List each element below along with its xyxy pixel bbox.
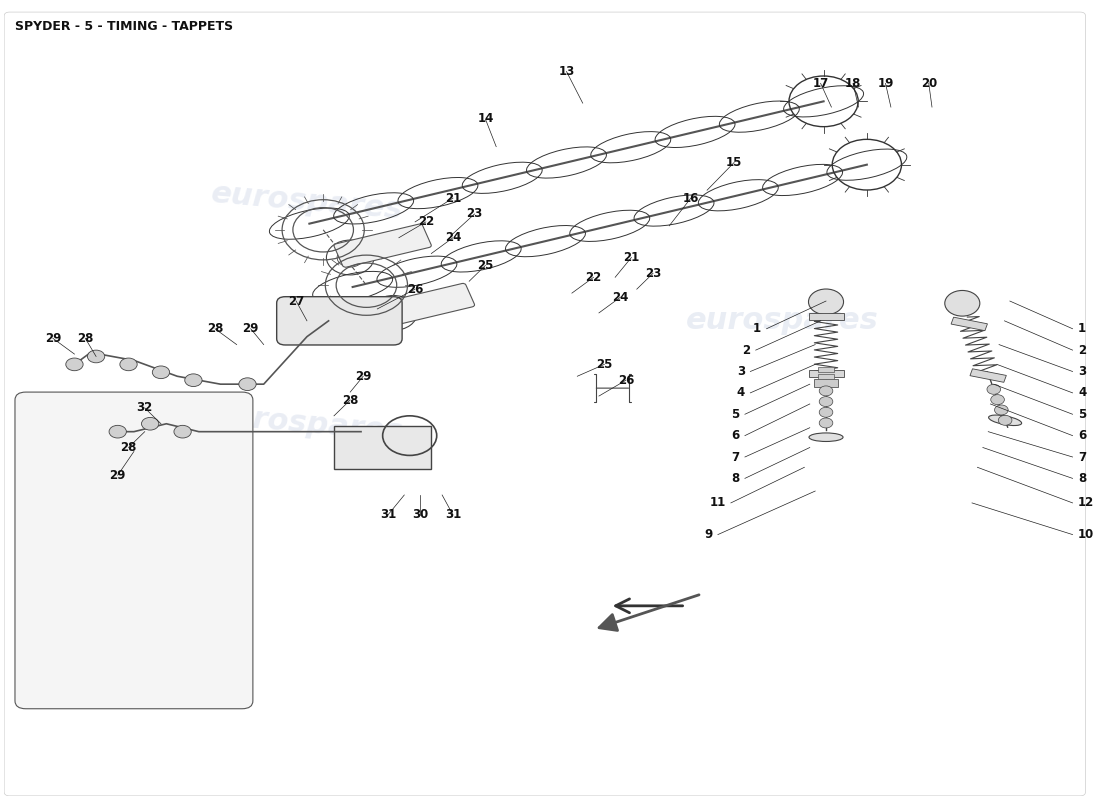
Text: 7: 7	[732, 450, 739, 463]
Text: 28: 28	[207, 322, 223, 335]
Bar	[334, 426, 431, 470]
Text: 16: 16	[683, 192, 698, 205]
Text: 1: 1	[754, 322, 761, 335]
Text: 13: 13	[559, 65, 574, 78]
Bar	[808, 370, 844, 377]
Bar	[952, 317, 988, 330]
Circle shape	[994, 405, 1009, 415]
Text: 21: 21	[444, 192, 461, 205]
Circle shape	[820, 418, 833, 428]
Text: 25: 25	[596, 358, 613, 371]
Circle shape	[820, 407, 833, 418]
Text: 1: 1	[1078, 322, 1086, 335]
Text: 10: 10	[1078, 528, 1094, 541]
Text: 6: 6	[1078, 429, 1086, 442]
Text: 26: 26	[407, 282, 424, 296]
Text: 8: 8	[732, 472, 739, 485]
Text: 21: 21	[624, 251, 639, 264]
FancyBboxPatch shape	[377, 283, 474, 326]
Circle shape	[152, 366, 169, 378]
Text: 6: 6	[732, 429, 739, 442]
Ellipse shape	[808, 433, 843, 442]
Circle shape	[991, 394, 1004, 405]
Text: 14: 14	[477, 113, 494, 126]
Text: SPYDER - 5 - TIMING - TAPPETS: SPYDER - 5 - TIMING - TAPPETS	[15, 20, 233, 33]
Text: 4: 4	[1078, 386, 1086, 399]
Circle shape	[820, 397, 833, 406]
Circle shape	[174, 426, 191, 438]
Circle shape	[109, 426, 126, 438]
Circle shape	[820, 386, 833, 396]
Text: 30: 30	[412, 508, 429, 522]
Circle shape	[120, 358, 138, 370]
Text: 5: 5	[732, 408, 739, 421]
Text: 25: 25	[477, 259, 494, 272]
Text: 5: 5	[1078, 408, 1086, 421]
Text: 28: 28	[120, 441, 136, 454]
Text: 15: 15	[726, 156, 742, 169]
Text: 20: 20	[921, 77, 937, 90]
Circle shape	[239, 378, 256, 390]
Circle shape	[987, 384, 1001, 394]
Text: 23: 23	[466, 207, 483, 221]
Text: 18: 18	[845, 77, 861, 90]
Text: 24: 24	[613, 290, 629, 303]
Text: 29: 29	[45, 332, 60, 345]
Circle shape	[999, 415, 1012, 426]
Text: eurospares: eurospares	[210, 179, 404, 225]
Circle shape	[945, 290, 980, 316]
Text: 28: 28	[342, 394, 359, 406]
Text: 8: 8	[1078, 472, 1086, 485]
Circle shape	[87, 350, 104, 362]
Circle shape	[142, 418, 158, 430]
Text: eurospares: eurospares	[210, 401, 404, 446]
Bar	[818, 366, 834, 372]
Text: 2: 2	[742, 344, 750, 357]
Text: 24: 24	[444, 231, 461, 244]
Text: 3: 3	[1078, 365, 1086, 378]
Text: 11: 11	[710, 497, 725, 510]
Text: 9: 9	[704, 528, 713, 541]
FancyBboxPatch shape	[334, 224, 431, 267]
Circle shape	[185, 374, 202, 386]
Ellipse shape	[989, 415, 1022, 426]
Text: 17: 17	[813, 77, 828, 90]
Text: 29: 29	[110, 469, 125, 482]
Text: 29: 29	[242, 322, 258, 335]
Bar	[814, 378, 838, 387]
Bar	[808, 313, 844, 320]
Text: 2: 2	[1078, 344, 1086, 357]
Text: 4: 4	[737, 386, 745, 399]
Text: eurospares: eurospares	[686, 306, 879, 335]
Text: 31: 31	[444, 508, 461, 522]
Text: 7: 7	[1078, 450, 1086, 463]
FancyBboxPatch shape	[15, 392, 253, 709]
Text: 31: 31	[379, 508, 396, 522]
Bar	[818, 374, 834, 379]
Text: 19: 19	[878, 77, 893, 90]
Text: 32: 32	[136, 402, 153, 414]
Text: 3: 3	[737, 365, 745, 378]
Circle shape	[66, 358, 84, 370]
Text: 28: 28	[77, 332, 94, 345]
Text: 26: 26	[618, 374, 635, 386]
FancyBboxPatch shape	[277, 297, 403, 345]
Text: 29: 29	[355, 370, 372, 382]
Text: 12: 12	[1078, 497, 1094, 510]
Text: 22: 22	[418, 215, 434, 228]
Bar	[970, 369, 1007, 382]
Text: 22: 22	[585, 270, 602, 284]
Circle shape	[808, 289, 844, 314]
Text: 27: 27	[288, 294, 305, 307]
Text: 23: 23	[645, 267, 661, 280]
